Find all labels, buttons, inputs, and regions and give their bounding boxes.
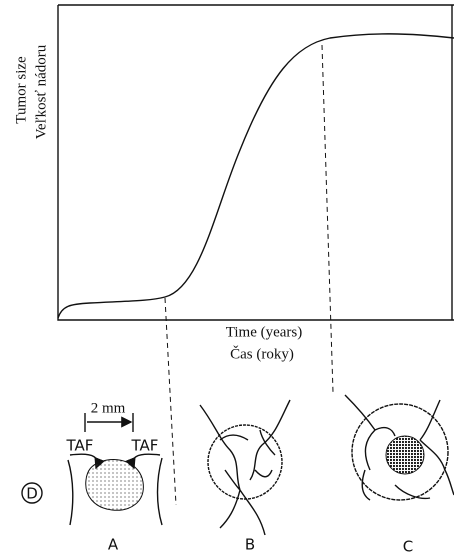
- tumor-a: [86, 459, 144, 510]
- axes: [58, 5, 454, 320]
- guide-line: [322, 45, 333, 392]
- stage-label: C: [403, 538, 413, 556]
- guide-line: [165, 298, 176, 505]
- taf-arrow: [133, 454, 160, 468]
- stage-label: B: [245, 536, 255, 554]
- scale-label: 2 mm: [91, 400, 126, 416]
- x-axis-label: Čas (roky): [230, 345, 294, 362]
- y-axis-label: Tumor size: [13, 56, 29, 124]
- diagram: Tumor size Veľkosť nádoru Time (years) Č…: [0, 0, 454, 558]
- taf-label: TAF: [131, 437, 159, 455]
- stage-label: A: [108, 536, 119, 554]
- x-axis-label: Time (years): [226, 324, 303, 340]
- figure-mark: D: [26, 485, 38, 503]
- growth-curve: [58, 34, 454, 318]
- necrotic-core: [386, 436, 424, 474]
- taf-label: TAF: [66, 437, 94, 455]
- y-axis-label: Veľkosť nádoru: [33, 44, 49, 139]
